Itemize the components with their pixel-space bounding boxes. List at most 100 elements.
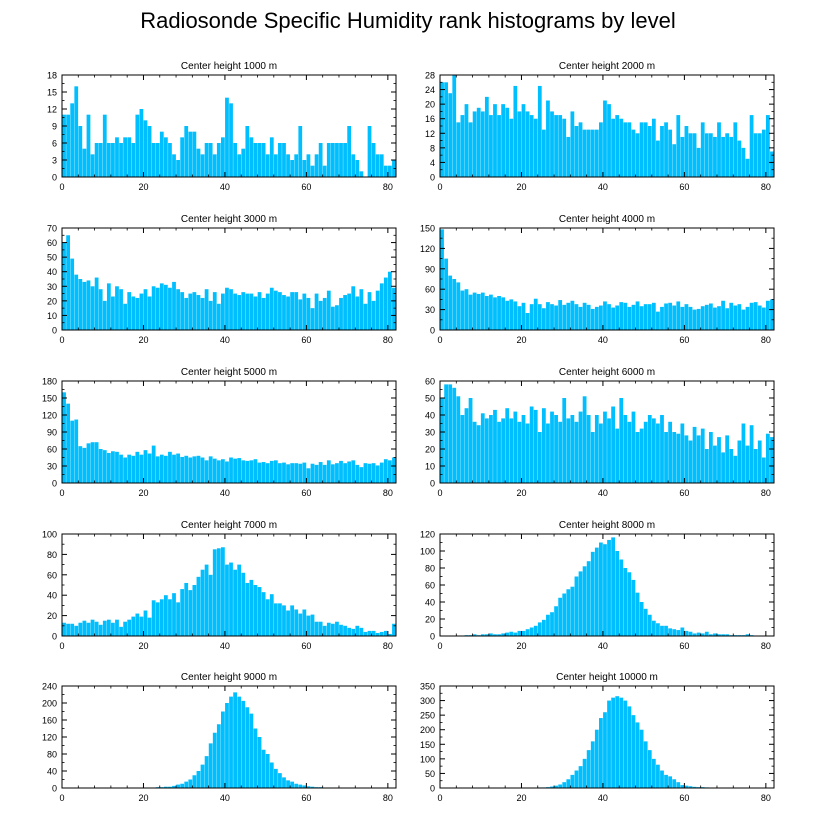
- histogram-bar: [335, 621, 339, 636]
- histogram-bar: [725, 308, 730, 330]
- histogram-bar: [216, 724, 221, 788]
- histogram-bar: [497, 115, 501, 177]
- histogram-bar: [651, 118, 656, 177]
- histogram-bar: [359, 289, 364, 330]
- histogram-bar: [725, 435, 730, 483]
- y-tick-label: 0: [430, 479, 435, 489]
- histogram-bar: [509, 118, 514, 177]
- histogram-bar: [62, 622, 66, 636]
- histogram-bar: [749, 115, 754, 177]
- x-tick-label: 80: [761, 488, 771, 498]
- histogram-bar: [688, 631, 693, 636]
- histogram-bar: [392, 623, 396, 636]
- histogram-bar: [717, 122, 721, 177]
- histogram-bar: [221, 293, 225, 330]
- histogram-bar: [770, 299, 774, 330]
- histogram-bar: [172, 281, 176, 330]
- histogram-bar: [537, 304, 542, 330]
- histogram-bar: [537, 432, 542, 483]
- histogram-bar: [322, 165, 327, 177]
- histogram-bar: [656, 311, 660, 330]
- histogram-bar: [590, 551, 595, 636]
- histogram-bar: [249, 579, 254, 636]
- histogram-bar: [550, 304, 554, 330]
- histogram-bar: [371, 300, 376, 330]
- y-tick-label: 200: [420, 725, 435, 735]
- histogram-bar: [388, 460, 392, 483]
- histogram-bar: [200, 457, 205, 483]
- histogram-bar: [501, 297, 506, 330]
- histogram-bar: [335, 143, 339, 177]
- histogram-bar: [476, 107, 481, 177]
- histogram-bar: [456, 282, 461, 330]
- histogram-bar: [704, 631, 709, 636]
- x-tick-label: 80: [761, 182, 771, 192]
- histogram-bar: [245, 293, 250, 330]
- histogram-bar: [664, 432, 668, 483]
- histogram-bar: [282, 462, 286, 483]
- histogram-bar: [541, 408, 546, 483]
- histogram-bar: [119, 626, 123, 636]
- histogram-bar: [599, 305, 603, 330]
- histogram-bar: [546, 423, 550, 483]
- histogram-bar: [371, 143, 376, 177]
- x-tick-label: 40: [220, 641, 230, 651]
- histogram-bar: [574, 421, 579, 483]
- histogram-bar: [554, 606, 558, 636]
- histogram-bar: [489, 115, 493, 177]
- histogram-bar: [102, 620, 107, 636]
- histogram-bar: [200, 297, 205, 330]
- histogram-bar: [737, 304, 742, 330]
- histogram-bar: [460, 415, 465, 483]
- y-tick-label: 60: [425, 377, 435, 387]
- histogram-bar: [363, 303, 368, 330]
- histogram-bar: [245, 126, 250, 177]
- histogram-bar: [725, 634, 730, 636]
- histogram-bar: [127, 137, 132, 177]
- histogram-bar: [651, 302, 656, 330]
- histogram-bar: [668, 302, 673, 330]
- histogram-bar: [603, 301, 607, 330]
- histogram-bar: [253, 459, 258, 483]
- histogram-bar: [70, 420, 75, 483]
- y-tick-label: 30: [47, 462, 57, 472]
- histogram-bar: [216, 303, 221, 330]
- x-tick-label: 60: [301, 488, 311, 498]
- x-tick-label: 60: [679, 488, 689, 498]
- histogram-bar: [586, 129, 591, 177]
- histogram-bar: [265, 293, 270, 330]
- histogram-bar: [204, 460, 209, 483]
- histogram-bar: [168, 287, 172, 330]
- histogram-bar: [249, 460, 254, 483]
- histogram-bar: [74, 625, 79, 636]
- histogram-bar: [729, 449, 734, 483]
- y-tick-label: 0: [52, 632, 57, 642]
- histogram-bar: [713, 136, 717, 177]
- histogram-bar: [106, 283, 111, 330]
- histogram-bar: [550, 111, 554, 177]
- histogram-bar: [599, 423, 603, 483]
- histogram-bar: [208, 143, 213, 177]
- histogram-bar: [464, 289, 469, 330]
- histogram-bar: [290, 781, 295, 788]
- histogram-bar: [611, 406, 615, 483]
- histogram-bar: [562, 782, 567, 788]
- histogram-bar: [570, 111, 575, 177]
- x-tick-label: 0: [59, 335, 64, 345]
- histogram-bar: [505, 300, 510, 330]
- histogram-bar: [672, 779, 677, 788]
- histogram-bar: [371, 463, 376, 483]
- histogram-bar: [680, 627, 685, 636]
- histogram-bar: [464, 104, 469, 177]
- histogram-bar: [696, 632, 701, 636]
- histogram-bar: [586, 304, 591, 330]
- histogram-bar: [493, 297, 497, 330]
- histogram-bar: [631, 304, 636, 330]
- histogram-bar: [627, 421, 632, 483]
- histogram-bar: [282, 295, 286, 330]
- histogram-bar: [273, 603, 278, 636]
- histogram-bar: [143, 450, 148, 483]
- y-tick-label: 60: [47, 238, 57, 248]
- histogram-bar: [647, 304, 652, 330]
